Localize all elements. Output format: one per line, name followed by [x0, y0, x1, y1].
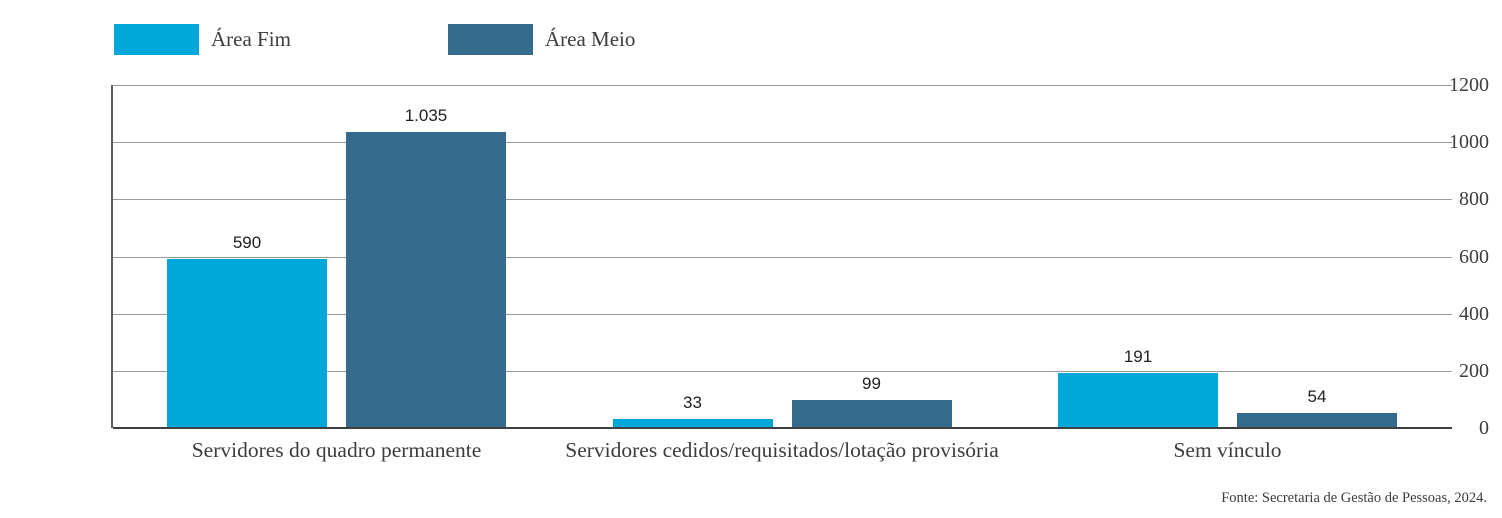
legend-swatch — [114, 24, 199, 55]
bar-value-label: 54 — [1307, 386, 1327, 406]
legend-label: Área Meio — [545, 27, 636, 51]
bar-área-meio-1 — [791, 399, 952, 428]
gridline-400 — [113, 313, 1452, 315]
ytick-label-0: 0 — [1479, 417, 1489, 439]
source-note: Fonte: Secretaria de Gestão de Pessoas, … — [1221, 490, 1487, 506]
ytick-label-200: 200 — [1459, 359, 1489, 382]
legend-swatch — [448, 24, 533, 55]
plot-area: 590 33 191 1.035 99 54 — [111, 85, 1452, 429]
x-axis-line — [113, 427, 1452, 429]
bar-value-label: 99 — [862, 373, 881, 393]
gridline-1000 — [113, 142, 1452, 144]
y-axis-line — [111, 85, 113, 428]
ytick-label-600: 600 — [1459, 245, 1489, 268]
ytick-label-1000: 1000 — [1449, 131, 1489, 154]
bar-área-meio-0 — [346, 132, 506, 428]
bar-value-label: 1.035 — [404, 106, 448, 126]
gridline-1200 — [113, 85, 1452, 86]
category-label-1: Servidores cedidos/requisitados/lotação … — [565, 438, 999, 462]
bar-área-meio-2 — [1237, 412, 1397, 428]
bar-área-fim-2 — [1058, 373, 1218, 428]
bar-value-label: 590 — [232, 233, 262, 253]
category-label-2: Sem vínculo — [1173, 438, 1282, 462]
legend-label: Área Fim — [211, 27, 291, 51]
bar-área-fim-0 — [167, 259, 327, 428]
ytick-label-800: 800 — [1459, 188, 1489, 211]
bar-área-fim-1 — [612, 418, 773, 428]
ytick-label-400: 400 — [1459, 302, 1489, 325]
gridline-800 — [113, 199, 1452, 201]
category-label-0: Servidores do quadro permanente — [191, 438, 482, 462]
legend-item-area-fim: Área Fim — [114, 24, 291, 55]
bar-value-label: 33 — [683, 392, 702, 412]
gridline-600 — [113, 256, 1452, 258]
legend-item-area-meio: Área Meio — [448, 24, 635, 55]
ytick-label-1200: 1200 — [1449, 74, 1489, 96]
bar-value-label: 191 — [1123, 347, 1153, 367]
gridline-200 — [113, 370, 1452, 372]
